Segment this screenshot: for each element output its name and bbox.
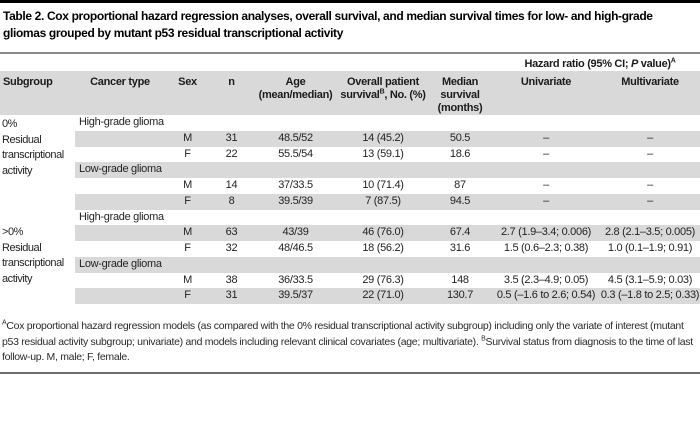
cell-sex: M xyxy=(183,273,192,286)
cell-survival: 13 (59.1) xyxy=(362,147,404,160)
table-row: M 38 36/33.5 29 (76.3) 148 3.5 (2.3–4.9;… xyxy=(75,272,700,289)
cell-median: 148 xyxy=(451,273,469,286)
table-row: M 14 37/33.5 10 (71.4) 87 – – xyxy=(75,178,700,194)
cell-multivariate: 0.3 (–1.8 to 2.5; 0.33) xyxy=(600,289,700,302)
column-header-univariate: Univariate xyxy=(520,76,572,88)
cell-univariate: – xyxy=(543,147,549,160)
cell-sex: M xyxy=(183,131,192,144)
table-row: M 31 48.5/52 14 (45.2) 50.5 – – xyxy=(75,130,700,147)
cell-n: 63 xyxy=(225,226,238,239)
cell-multivariate: – xyxy=(647,147,653,160)
cell-sex: M xyxy=(183,179,192,191)
cell-median: 130.7 xyxy=(446,289,474,302)
table-row: M 63 43/39 46 (76.0) 67.4 2.7 (1.9–3.4; … xyxy=(75,225,700,241)
cell-age: 48/46.5 xyxy=(278,242,313,254)
table-header-row: Subgroup Cancer type Sex n Age (mean/med… xyxy=(0,71,700,115)
cell-sex: M xyxy=(183,226,192,239)
table-row: F 32 48/46.5 18 (56.2) 31.6 1.5 (0.6–2.3… xyxy=(75,241,700,257)
cell-median: 31.6 xyxy=(449,242,471,254)
cell-age: 39.5/37 xyxy=(278,289,313,302)
column-header-overall-survival: Overall patient survivalB, No. (%) xyxy=(340,76,426,101)
cell-median: 50.5 xyxy=(449,131,471,144)
cell-survival: 29 (76.3) xyxy=(362,273,404,286)
footnote-superscript-b: B xyxy=(481,335,486,342)
cell-survival: 22 (71.0) xyxy=(362,289,404,302)
footnote-text-1: Cox proportional hazard regression model… xyxy=(2,320,684,348)
cancer-type-row: High-grade glioma xyxy=(75,209,700,226)
cell-sex: F xyxy=(184,242,191,254)
spanner-text: Hazard ratio (95% CI; xyxy=(524,58,631,70)
cell-n: 22 xyxy=(225,147,238,160)
cell-age: 55.5/54 xyxy=(278,147,313,160)
spanner-p-italic: P xyxy=(630,58,638,70)
column-header-multivariate: Multivariate xyxy=(621,76,679,88)
table-row: F 22 55.5/54 13 (59.1) 18.6 – – xyxy=(75,146,700,163)
cancer-type-row: Low-grade glioma xyxy=(75,162,700,178)
cell-multivariate: 4.5 (3.1–5.9; 0.03) xyxy=(607,273,693,286)
cell-multivariate: 2.8 (2.1–3.5; 0.005) xyxy=(604,226,695,239)
cell-sex: F xyxy=(184,289,191,302)
column-header-median-survival: Median survival (months) xyxy=(437,76,483,114)
column-header-n: n xyxy=(228,76,235,88)
cell-age: 48.5/52 xyxy=(278,131,313,144)
table-row: F 8 39.5/39 7 (87.5) 94.5 – – xyxy=(75,193,700,210)
cell-n: 14 xyxy=(225,179,238,191)
cell-univariate: 3.5 (2.3–4.9; 0.05) xyxy=(503,273,589,286)
column-header-cancer-type: Cancer type xyxy=(90,76,150,88)
cell-survival: 7 (87.5) xyxy=(365,194,401,207)
cell-univariate: 2.7 (1.9–3.4; 0.006) xyxy=(500,226,591,239)
cell-univariate: – xyxy=(543,194,549,207)
data-rows: High-grade glioma M 31 48.5/52 14 (45.2)… xyxy=(75,115,700,304)
subgroup-column: 0% Residual transcriptional activity >0%… xyxy=(0,115,75,304)
cancer-type-row: Low-grade glioma xyxy=(75,256,700,273)
cell-survival: 10 (71.4) xyxy=(362,179,404,191)
cell-univariate: 0.5 (–1.6 to 2.6; 0.54) xyxy=(496,289,596,302)
cell-univariate: – xyxy=(543,179,549,191)
cell-univariate: – xyxy=(543,131,549,144)
cell-median: 94.5 xyxy=(449,194,471,207)
cell-median: 87 xyxy=(454,179,466,191)
cell-sex: F xyxy=(184,194,191,207)
top-border xyxy=(0,0,700,3)
cell-median: 18.6 xyxy=(449,147,471,160)
footnote-text-2: Survival status from diagnosis to the ti… xyxy=(2,335,693,364)
column-header-sex: Sex xyxy=(178,76,197,88)
cell-age: 36/33.5 xyxy=(278,273,313,286)
table-title: Table 2. Cox proportional hazard regress… xyxy=(3,9,653,40)
cell-sex: F xyxy=(184,147,191,160)
subgroup-label-gt0pct: >0% Residual transcriptional activity xyxy=(2,226,64,285)
subgroup-label-0pct: 0% Residual transcriptional activity xyxy=(2,118,64,177)
table-body: 0% Residual transcriptional activity >0%… xyxy=(0,115,700,304)
cell-multivariate: – xyxy=(647,194,653,207)
overall-survival-superscript: B xyxy=(379,88,385,96)
cell-multivariate: 1.0 (0.1–1.9; 0.91) xyxy=(607,242,693,254)
cell-age: 39.5/39 xyxy=(278,194,313,207)
cell-n: 32 xyxy=(225,242,238,254)
cell-univariate: 1.5 (0.6–2.3; 0.38) xyxy=(503,242,589,254)
cell-survival: 46 (76.0) xyxy=(362,226,404,239)
spanner-superscript: A xyxy=(670,57,676,65)
cell-multivariate: – xyxy=(647,179,653,191)
cell-n: 31 xyxy=(225,131,238,144)
cell-n: 8 xyxy=(228,194,235,207)
cell-median: 67.4 xyxy=(449,226,471,239)
hazard-ratio-spanner: Hazard ratio (95% CI; P value)A xyxy=(500,57,700,70)
table-footnote: ACox proportional hazard regression mode… xyxy=(2,319,697,366)
cell-survival: 18 (56.2) xyxy=(362,242,404,254)
cell-n: 38 xyxy=(225,273,238,286)
spanner-text-post: value) xyxy=(638,58,671,70)
cell-multivariate: – xyxy=(647,131,653,144)
cell-age: 37/33.5 xyxy=(278,179,313,191)
cell-n: 31 xyxy=(225,289,238,302)
bottom-border xyxy=(0,372,700,374)
cell-age: 43/39 xyxy=(282,226,309,239)
title-divider xyxy=(0,52,700,54)
cancer-type-row: High-grade glioma xyxy=(75,115,700,131)
footnote-superscript-a: A xyxy=(2,319,7,327)
column-header-age: Age (mean/median) xyxy=(258,76,333,101)
column-header-subgroup: Subgroup xyxy=(3,76,53,88)
cell-survival: 14 (45.2) xyxy=(362,131,404,144)
table-row: F 31 39.5/37 22 (71.0) 130.7 0.5 (–1.6 t… xyxy=(75,288,700,304)
